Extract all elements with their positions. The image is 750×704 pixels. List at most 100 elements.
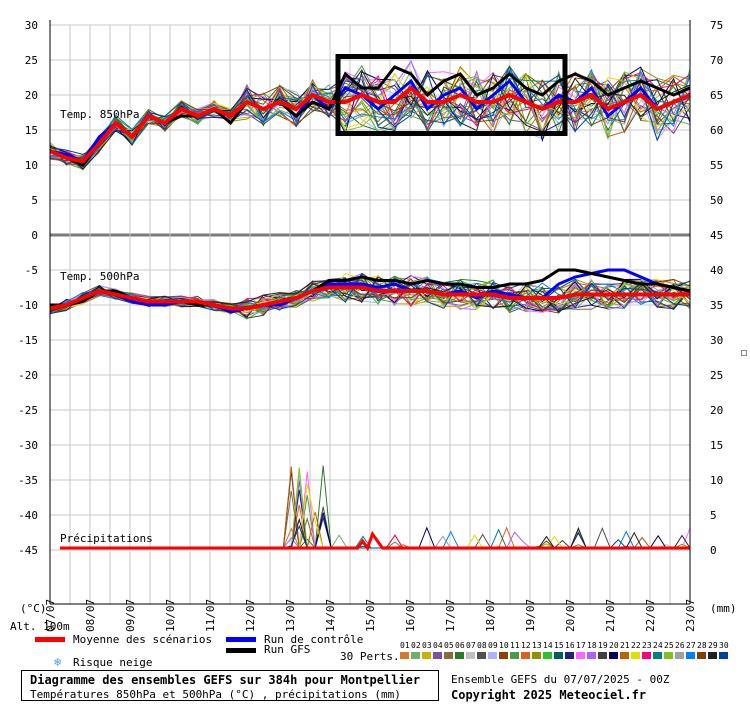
pert-swatch bbox=[631, 652, 640, 659]
pert-swatch bbox=[433, 652, 442, 659]
pert-number: 26 bbox=[675, 641, 685, 650]
pert-swatch bbox=[642, 652, 651, 659]
copyright: Copyright 2025 Meteociel.fr bbox=[451, 688, 647, 702]
pert-swatch bbox=[697, 652, 706, 659]
x-tick: 14/07 bbox=[324, 599, 337, 632]
pert-number: 29 bbox=[708, 641, 718, 650]
pert-number: 07 bbox=[466, 641, 476, 650]
x-tick: 18/07 bbox=[484, 599, 497, 632]
highlight-box bbox=[335, 54, 568, 136]
pert-swatch bbox=[466, 652, 475, 659]
pert-number: 13 bbox=[532, 641, 542, 650]
pert-number: 17 bbox=[576, 641, 586, 650]
x-tick: 17/07 bbox=[444, 599, 457, 632]
pert-swatch bbox=[664, 652, 673, 659]
pert-line-850 bbox=[49, 73, 691, 171]
pert-swatch bbox=[422, 652, 431, 659]
y-left-tick: -5 bbox=[25, 264, 38, 277]
pert-swatch bbox=[521, 652, 530, 659]
perturbation-legend: 01 02 03 04 05 06 07 08 09 10 11 12 13 14 15 16 17 18 19 20… bbox=[400, 641, 732, 661]
chart-subtitle: Températures 850hPa et 500hPa (°C) , pré… bbox=[30, 688, 401, 701]
y-left-tick: -45 bbox=[18, 544, 38, 557]
pert-number: 09 bbox=[488, 641, 498, 650]
pert-swatch bbox=[532, 652, 541, 659]
legend-control-label: Run de contrôle bbox=[264, 633, 364, 646]
y-right-tick-500: 20 bbox=[710, 404, 723, 417]
run-info: Ensemble GEFS du 07/07/2025 - 00Z bbox=[451, 673, 670, 686]
pert-number: 18 bbox=[587, 641, 597, 650]
y-right-tick-500: 0 bbox=[710, 544, 717, 557]
y-left-tick: 0 bbox=[31, 229, 38, 242]
pert-swatch bbox=[653, 652, 662, 659]
y-left-tick: -25 bbox=[18, 404, 38, 417]
pert-swatch bbox=[609, 652, 618, 659]
pert-number: 01 bbox=[400, 641, 410, 650]
y-right-tick-850: 55 bbox=[710, 159, 723, 172]
y-left-tick: 15 bbox=[25, 124, 38, 137]
series-line-precip bbox=[60, 530, 690, 552]
pert-number: 16 bbox=[565, 641, 575, 650]
y-right-tick-500: 5 bbox=[710, 509, 717, 522]
x-tick: 15/07 bbox=[364, 599, 377, 632]
pert-swatch bbox=[554, 652, 563, 659]
y-left-tick: -40 bbox=[18, 509, 38, 522]
y-right-tick-850: 60 bbox=[710, 124, 723, 137]
pert-number: 25 bbox=[664, 641, 674, 650]
panel-label-500: Temp. 500hPa bbox=[60, 270, 139, 283]
legend-gfs-swatch bbox=[226, 648, 256, 653]
pert-number: 19 bbox=[598, 641, 608, 650]
pert-swatch bbox=[455, 652, 464, 659]
pert-swatch bbox=[565, 652, 574, 659]
panel-label-850: Temp. 850hPa bbox=[60, 108, 139, 121]
alt-label: Alt. 100m bbox=[10, 620, 70, 633]
series-line-500 bbox=[49, 285, 690, 311]
y-right-tick-500: 15 bbox=[710, 439, 723, 452]
y-right-tick-500: 30 bbox=[710, 334, 723, 347]
x-tick: 09/07 bbox=[124, 599, 137, 632]
pert-swatch bbox=[477, 652, 486, 659]
pert-swatch bbox=[587, 652, 596, 659]
y-left-tick: 10 bbox=[25, 159, 38, 172]
y-right-unit: (mm) bbox=[710, 602, 737, 615]
pert-swatch bbox=[510, 652, 519, 659]
legend-gfs-label: Run GFS bbox=[264, 643, 311, 656]
y-right-tick-850: 75 bbox=[710, 19, 723, 32]
x-tick: 11/07 bbox=[204, 599, 217, 632]
pert-number: 12 bbox=[521, 641, 531, 650]
x-tick: 08/07 bbox=[84, 599, 97, 632]
y-right-tick-850: 70 bbox=[710, 54, 723, 67]
highlight-rectangle bbox=[335, 54, 568, 136]
x-tick: 22/07 bbox=[644, 599, 657, 632]
pert-number: 04 bbox=[433, 641, 443, 650]
pert-swatch bbox=[411, 652, 420, 659]
pert-number: 20 bbox=[609, 641, 619, 650]
pert-line-precip bbox=[60, 517, 691, 549]
x-tick: 21/07 bbox=[604, 599, 617, 632]
pert-number: 28 bbox=[697, 641, 707, 650]
legend-control-swatch bbox=[226, 637, 256, 642]
y-left-unit: (°C) bbox=[20, 602, 47, 615]
x-tick: 07/07 bbox=[44, 599, 57, 632]
pert-number: 08 bbox=[477, 641, 487, 650]
legend-mean-label: Moyenne des scénarios bbox=[73, 633, 213, 646]
y-left-tick: 20 bbox=[25, 89, 38, 102]
pert-number: 11 bbox=[510, 641, 520, 650]
x-tick: 13/07 bbox=[284, 599, 297, 632]
y-right-tick-850: 65 bbox=[710, 89, 723, 102]
pert-number: 23 bbox=[642, 641, 652, 650]
x-tick: 10/07 bbox=[164, 599, 177, 632]
y-right-tick-850: 45 bbox=[710, 229, 723, 242]
y-right-tick-500: 10 bbox=[710, 474, 723, 487]
y-left-tick: -20 bbox=[18, 369, 38, 382]
x-tick: 23/07 bbox=[684, 599, 697, 632]
x-tick: 19/07 bbox=[524, 599, 537, 632]
side-marker-icon bbox=[741, 350, 747, 356]
panel-label-precip: Précipitations bbox=[60, 532, 153, 545]
pert-swatch bbox=[598, 652, 607, 659]
pert-number: 14 bbox=[543, 641, 553, 650]
pert-swatch bbox=[400, 652, 409, 659]
y-left-tick: -35 bbox=[18, 474, 38, 487]
legend-mean-swatch bbox=[35, 637, 65, 642]
pert-swatch bbox=[488, 652, 497, 659]
